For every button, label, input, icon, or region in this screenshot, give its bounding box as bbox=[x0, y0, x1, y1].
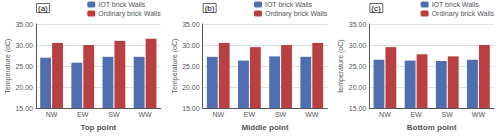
svg-text:NW: NW bbox=[46, 111, 58, 118]
svg-text:(a): (a) bbox=[38, 4, 48, 13]
svg-text:30.00: 30.00 bbox=[15, 42, 33, 49]
svg-text:30.00: 30.00 bbox=[182, 42, 200, 49]
svg-text:25.00: 25.00 bbox=[15, 63, 33, 70]
svg-text:temperature (oC): temperature (oC) bbox=[337, 39, 345, 92]
svg-text:EW: EW bbox=[77, 111, 89, 118]
svg-text:Ordinary brick Walls: Ordinary brick Walls bbox=[98, 10, 161, 18]
svg-text:Bottom point: Bottom point bbox=[407, 123, 457, 132]
svg-text:SW: SW bbox=[275, 111, 287, 118]
svg-text:30.00: 30.00 bbox=[349, 42, 367, 49]
svg-text:NW: NW bbox=[212, 111, 224, 118]
svg-text:Ordinary brick Walls: Ordinary brick Walls bbox=[432, 10, 495, 18]
svg-text:WW: WW bbox=[138, 111, 152, 118]
svg-text:SW: SW bbox=[108, 111, 120, 118]
svg-text:SW: SW bbox=[442, 111, 454, 118]
svg-text:25.00: 25.00 bbox=[182, 63, 200, 70]
svg-text:20.00: 20.00 bbox=[182, 84, 200, 91]
svg-text:Temperature (oC): Temperature (oC) bbox=[4, 39, 12, 94]
svg-text:IOT brick Walls: IOT brick Walls bbox=[265, 1, 313, 8]
svg-text:Temperature (oC): Temperature (oC) bbox=[171, 39, 179, 94]
svg-text:15.00: 15.00 bbox=[15, 105, 33, 112]
svg-text:WW: WW bbox=[305, 111, 319, 118]
svg-text:20.00: 20.00 bbox=[15, 84, 33, 91]
svg-text:15.00: 15.00 bbox=[349, 105, 367, 112]
svg-text:EW: EW bbox=[244, 111, 256, 118]
svg-text:(c): (c) bbox=[371, 4, 381, 13]
svg-text:15.00: 15.00 bbox=[182, 105, 200, 112]
svg-text:WW: WW bbox=[472, 111, 486, 118]
svg-text:(b): (b) bbox=[205, 4, 215, 13]
svg-text:35.00: 35.00 bbox=[15, 21, 33, 28]
svg-text:20.00: 20.00 bbox=[349, 84, 367, 91]
svg-text:Middle point: Middle point bbox=[241, 123, 288, 132]
svg-text:EW: EW bbox=[410, 111, 422, 118]
svg-text:25.00: 25.00 bbox=[349, 63, 367, 70]
svg-text:35.00: 35.00 bbox=[349, 21, 367, 28]
svg-text:Ordinary brick Walls: Ordinary brick Walls bbox=[265, 10, 328, 18]
svg-text:IOT brick Walls: IOT brick Walls bbox=[98, 1, 146, 8]
svg-text:IOT brick Walls: IOT brick Walls bbox=[432, 1, 480, 8]
svg-text:Top point: Top point bbox=[80, 123, 116, 132]
svg-text:35.00: 35.00 bbox=[182, 21, 200, 28]
svg-text:NW: NW bbox=[379, 111, 391, 118]
